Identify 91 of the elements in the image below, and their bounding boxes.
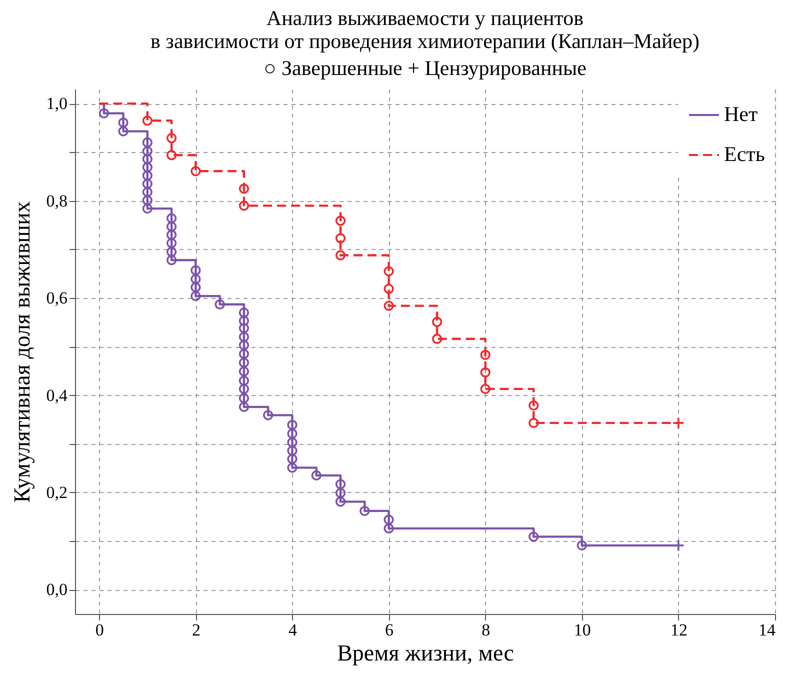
point (166, 221, 177, 232)
point (166, 133, 177, 144)
y-tick-label: 1,0 (46, 94, 68, 114)
y-tick-label: 0,8 (46, 191, 68, 210)
point (166, 213, 177, 224)
point (166, 230, 177, 240)
point (528, 400, 539, 411)
point (238, 200, 250, 211)
point (238, 358, 250, 368)
point (335, 250, 346, 260)
point (238, 366, 250, 377)
point (142, 178, 152, 189)
point (432, 334, 442, 344)
point (287, 428, 298, 439)
x-tick-label: 0 (95, 620, 104, 640)
point (166, 255, 177, 266)
point (238, 393, 250, 404)
point (528, 418, 539, 428)
point (118, 117, 128, 128)
y-tick-label: 0,6 (46, 288, 68, 308)
point (238, 402, 250, 412)
x-tick-label: 14 (758, 620, 776, 640)
point (384, 266, 394, 276)
point (528, 532, 539, 542)
point (287, 437, 298, 448)
point (287, 462, 298, 473)
point (142, 162, 152, 172)
point (142, 195, 152, 206)
point (190, 274, 201, 284)
legend-label: Нет (724, 102, 758, 126)
y-tick-label: 0,2 (46, 482, 68, 502)
chart-title: Анализ выживаемости у пациентов в зависимости от проведения химиотерапии (Каплан–Майер) (150, 6, 700, 53)
x-tick-label: 12 (670, 620, 688, 640)
point (166, 238, 177, 248)
point (311, 470, 322, 481)
point (263, 410, 274, 420)
point (335, 233, 346, 244)
point (287, 446, 298, 456)
point (287, 454, 298, 464)
point (576, 540, 587, 551)
point (287, 420, 298, 430)
point (384, 300, 394, 311)
y-tick-label: 0,4 (46, 386, 68, 405)
point (335, 479, 346, 490)
point (166, 246, 177, 257)
point (142, 146, 152, 156)
point (384, 514, 394, 525)
y-tick-label: 0,0 (46, 580, 68, 600)
point (480, 384, 490, 394)
point (672, 416, 685, 430)
point (142, 137, 152, 148)
point (238, 332, 250, 342)
point (384, 523, 394, 534)
point (98, 108, 110, 118)
x-tick-label: 8 (482, 620, 490, 640)
point (142, 204, 152, 214)
point (480, 367, 490, 378)
point (432, 316, 442, 327)
point (335, 488, 346, 498)
x-tick-label: 10 (574, 620, 591, 640)
point (238, 384, 250, 394)
point (238, 308, 250, 318)
point (190, 282, 201, 292)
point (142, 186, 152, 198)
point (335, 496, 346, 507)
x-axis-title: Время жизни, мес (337, 640, 514, 666)
chart-subtitle: ○ Завершенные + Цензурированные (264, 56, 586, 80)
point (238, 340, 250, 350)
point (142, 154, 152, 164)
y-axis-title: Кумулятивная доля выживших (9, 200, 34, 503)
point (480, 350, 490, 360)
point (190, 291, 201, 302)
point (214, 299, 225, 310)
point (190, 166, 201, 176)
x-tick-label: 4 (288, 620, 298, 640)
point (238, 348, 250, 360)
point (190, 265, 201, 276)
point (166, 150, 177, 160)
point (238, 323, 250, 334)
point (384, 284, 394, 294)
point (142, 116, 152, 126)
point (238, 316, 250, 326)
point (238, 376, 250, 386)
point (142, 170, 152, 181)
x-tick-label: 2 (192, 620, 200, 640)
point (335, 216, 346, 226)
legend-label: Есть (724, 142, 765, 166)
x-tick-label: 6 (385, 620, 394, 640)
point (238, 184, 250, 194)
point (118, 126, 128, 136)
point (360, 506, 370, 516)
